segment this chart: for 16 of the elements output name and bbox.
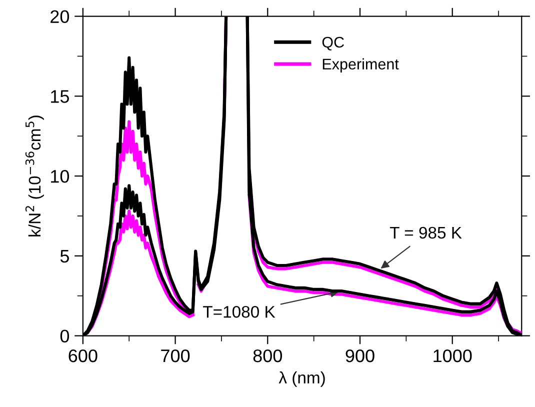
y-tick-label: 10 (51, 170, 70, 183)
legend-label: Experiment (322, 58, 399, 73)
y-tick-label: 20 (50, 10, 70, 23)
legend-label: QC (322, 36, 344, 50)
x-tick-label: 1000 (434, 349, 472, 362)
y-tick-label: 15 (51, 90, 69, 103)
x-tick-label: 900 (346, 349, 374, 362)
x-tick-label: 600 (68, 349, 98, 362)
y-tick-label: 0 (60, 330, 70, 342)
x-tick-label: 800 (253, 349, 282, 362)
x-axis-title: λ (nm) (278, 371, 325, 387)
y-tick-label: 5 (60, 250, 69, 263)
y-axis-title: k/N$^{2}$ (10$^{−36}$cm$^{5}$) (25, 116, 44, 236)
x-tick-label: 700 (161, 349, 190, 362)
annotation: T=1080 K (203, 306, 276, 318)
annotation: T = 985 K (390, 226, 462, 239)
